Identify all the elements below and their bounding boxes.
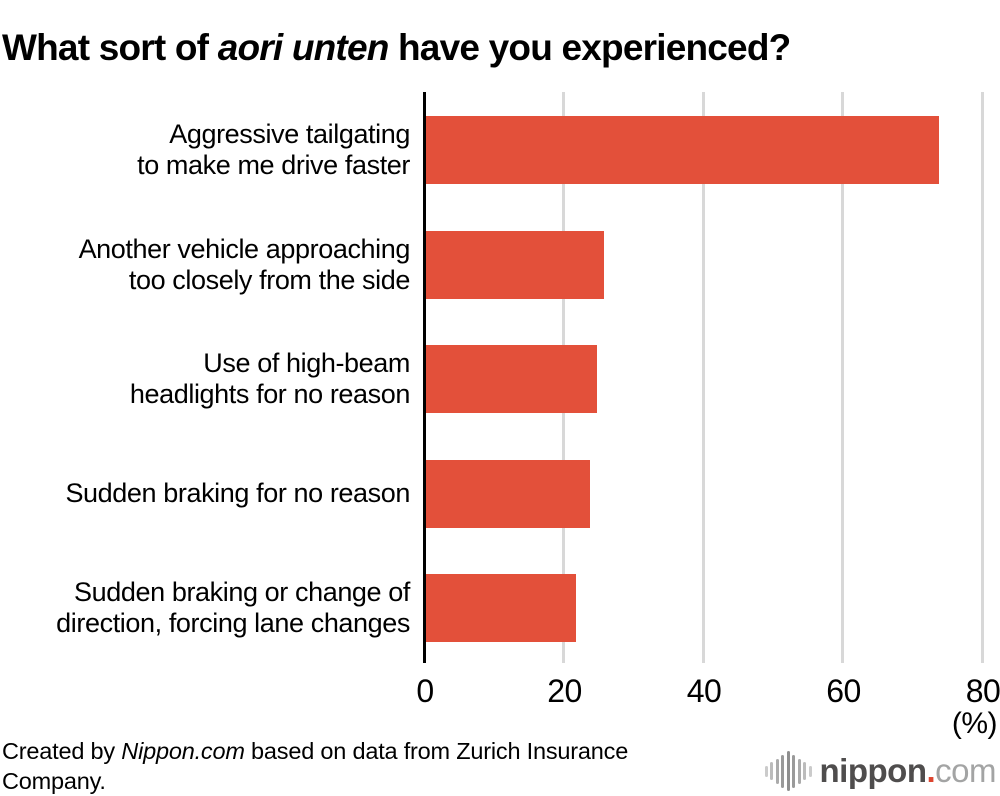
bar-1	[426, 230, 604, 299]
credit-prefix: Created by	[2, 738, 122, 764]
x-tick-label-0: 0	[416, 673, 434, 709]
chart-title: What sort of aori unten have you experie…	[2, 27, 1000, 70]
x-tick-label-60: 60	[826, 673, 861, 709]
category-label-line: too closely from the side	[128, 264, 411, 295]
category-label-3: Sudden braking for no reason	[65, 478, 410, 509]
soundwave-bar	[770, 762, 774, 780]
soundwave-bar	[808, 765, 812, 777]
category-label-0: Aggressive tailgating to make me drive fa…	[137, 119, 410, 181]
horizontal-bar-chart: Aggressive tailgating to make me drive fa…	[56, 92, 1000, 740]
x-tick-label-20: 20	[547, 673, 582, 709]
soundwave-bar	[781, 754, 785, 788]
y-axis-line	[422, 92, 426, 663]
category-label-1: Another vehicle approaching too closely f…	[78, 233, 411, 296]
soundwave-bar	[786, 751, 790, 791]
gridline-40	[701, 92, 705, 663]
nippon-com-logo: nippon. com	[764, 749, 997, 793]
category-label-line: direction, forcing lane changes	[56, 608, 410, 638]
soundwave-bar	[803, 762, 807, 780]
category-label-4: Sudden braking or change of direction, fo…	[56, 577, 410, 639]
gridline-80	[980, 92, 984, 663]
logo-word-com: com	[935, 752, 996, 789]
credit-suffix: based on data from Zurich Insurance Comp…	[2, 738, 629, 794]
title-text-italic: aori unten	[217, 26, 390, 68]
soundwave-bar	[764, 765, 768, 777]
bar-2	[426, 345, 597, 413]
category-label-line: to make me drive faster	[137, 150, 410, 180]
category-label-line: headlights for no reason	[129, 379, 411, 409]
category-label-line: Use of high-beam	[203, 348, 410, 378]
x-tick-label-80: 80	[965, 673, 1000, 709]
category-label-line: Sudden braking for no reason	[65, 478, 410, 508]
category-label-line: Aggressive tailgating	[169, 119, 410, 149]
x-tick-label-40: 40	[686, 673, 722, 709]
title-text-prefix: What sort of	[2, 26, 218, 68]
category-label-line: Sudden braking or change of	[74, 577, 410, 607]
soundwave-bar	[775, 758, 779, 784]
logo-dot: .	[926, 752, 936, 789]
soundwave-bar	[797, 758, 801, 784]
soundwave-icon	[764, 750, 812, 792]
logo-word-nippon: nippon	[819, 752, 927, 789]
bar-4	[426, 574, 576, 642]
title-text-suffix: have you experienced?	[388, 26, 791, 68]
logo-wordmark: nippon. com	[819, 752, 997, 790]
x-axis-unit-label: (%)	[951, 707, 998, 740]
gridline-60	[841, 92, 844, 663]
bar-3	[426, 459, 590, 528]
credit-text: Created by Nippon.com based on data from…	[2, 736, 702, 796]
soundwave-bar	[792, 754, 796, 788]
bar-0	[426, 116, 939, 184]
category-label-line: Another vehicle approaching	[78, 233, 411, 264]
category-label-2: Use of high-beam headlights for no reason	[129, 348, 411, 410]
credit-brand: Nippon.com	[121, 738, 245, 764]
